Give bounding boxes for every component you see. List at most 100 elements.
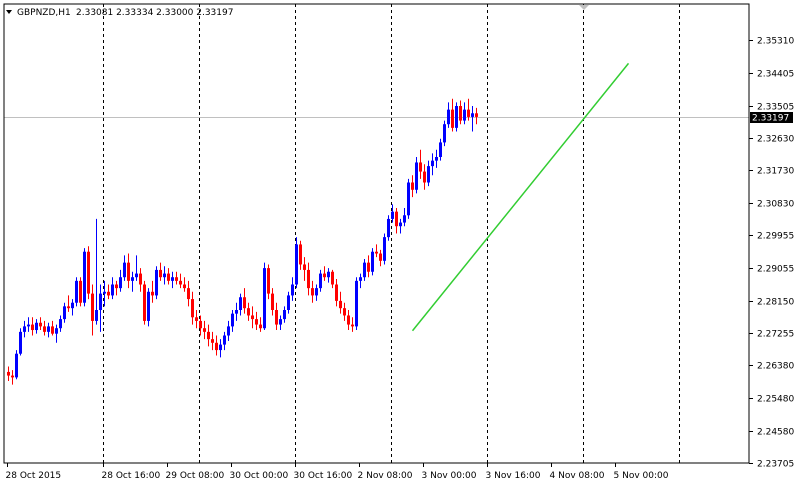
candle [391,204,394,223]
candle-body [19,331,22,354]
candle-body [111,284,114,296]
candle [399,218,402,234]
y-tick-label: 2.26380 [757,362,794,372]
candle [375,244,378,258]
candle [95,218,98,325]
candle [63,302,66,323]
candle [307,262,310,296]
candle [203,320,206,340]
x-tick-label: 2 Nov 08:00 [358,471,413,481]
x-tick-label: 3 Nov 00:00 [422,471,477,481]
candle-body [183,284,186,289]
y-tick-label: 2.30830 [757,200,794,210]
candle [279,315,282,331]
trendline[interactable] [411,62,630,332]
candle [247,302,250,321]
candle-body [91,293,94,321]
candle-body [331,271,334,285]
y-tick-label: 2.23705 [757,460,794,470]
candle-body [107,291,110,296]
candle-body [11,375,14,378]
candle [39,317,42,331]
y-tick-label: 2.34405 [757,70,794,80]
candle [99,284,102,332]
candle [55,324,58,343]
candle [419,149,422,179]
candle [119,269,122,292]
candle [175,271,178,285]
candle-body [443,124,446,143]
candle [263,262,266,331]
candle [455,102,458,132]
candle [467,98,470,121]
candle-body [47,326,50,332]
x-tick-label: 30 Oct 00:00 [230,471,289,481]
candle [459,100,462,125]
candle-body [399,222,402,227]
candle [431,153,434,176]
candle-body [179,280,182,285]
candle [15,350,18,380]
candle-body [59,319,62,329]
candle [19,328,22,356]
candle [411,175,414,198]
candle [243,288,246,314]
candle-body [435,157,438,161]
candle-body [215,342,218,351]
x-tick-label: 30 Oct 16:00 [294,471,353,481]
y-tick-label: 2.27255 [757,330,794,340]
candle-body [79,280,82,303]
candle [259,317,262,332]
x-tick-label: 3 Nov 16:00 [486,471,541,481]
candle-body [51,326,54,334]
candle-body [199,320,202,329]
candle-body [351,324,354,327]
current-price-label: 2.33197 [752,114,789,124]
candle [111,277,114,300]
candle [435,149,438,168]
candle-body [99,293,102,310]
candle-body [167,273,170,281]
candle [51,320,54,336]
candle-body [379,253,382,261]
candle-body [303,264,306,270]
candle-body [119,277,122,289]
candle-body [247,308,250,316]
candle-body [403,215,406,223]
candle-body [463,109,466,121]
candle [123,255,126,281]
candle [351,317,354,332]
candle [103,280,106,307]
candle-body [43,326,46,332]
candle [271,288,274,316]
candle-body [67,306,70,309]
candle [371,248,374,276]
candle [223,331,226,351]
candle-body [87,251,90,294]
candle-body [15,353,18,378]
candle-body [219,344,222,351]
candle [291,277,294,301]
candle-body [267,268,270,294]
candle [179,273,182,289]
chart-shift-marker-icon[interactable] [579,5,589,10]
candle-body [391,211,394,219]
candle-body [127,262,130,281]
candle-body [439,142,442,157]
candle-body [259,324,262,329]
candle-body [27,324,30,327]
candle-body [335,284,338,301]
candle-body [191,299,194,318]
candle [339,291,342,314]
candle [163,266,166,285]
candle-body [367,262,370,272]
candle [443,120,446,147]
triangle-down-icon[interactable] [6,10,12,14]
candle [143,280,146,325]
candle-body [163,273,166,278]
candle-body [455,106,458,128]
candle [451,98,454,132]
